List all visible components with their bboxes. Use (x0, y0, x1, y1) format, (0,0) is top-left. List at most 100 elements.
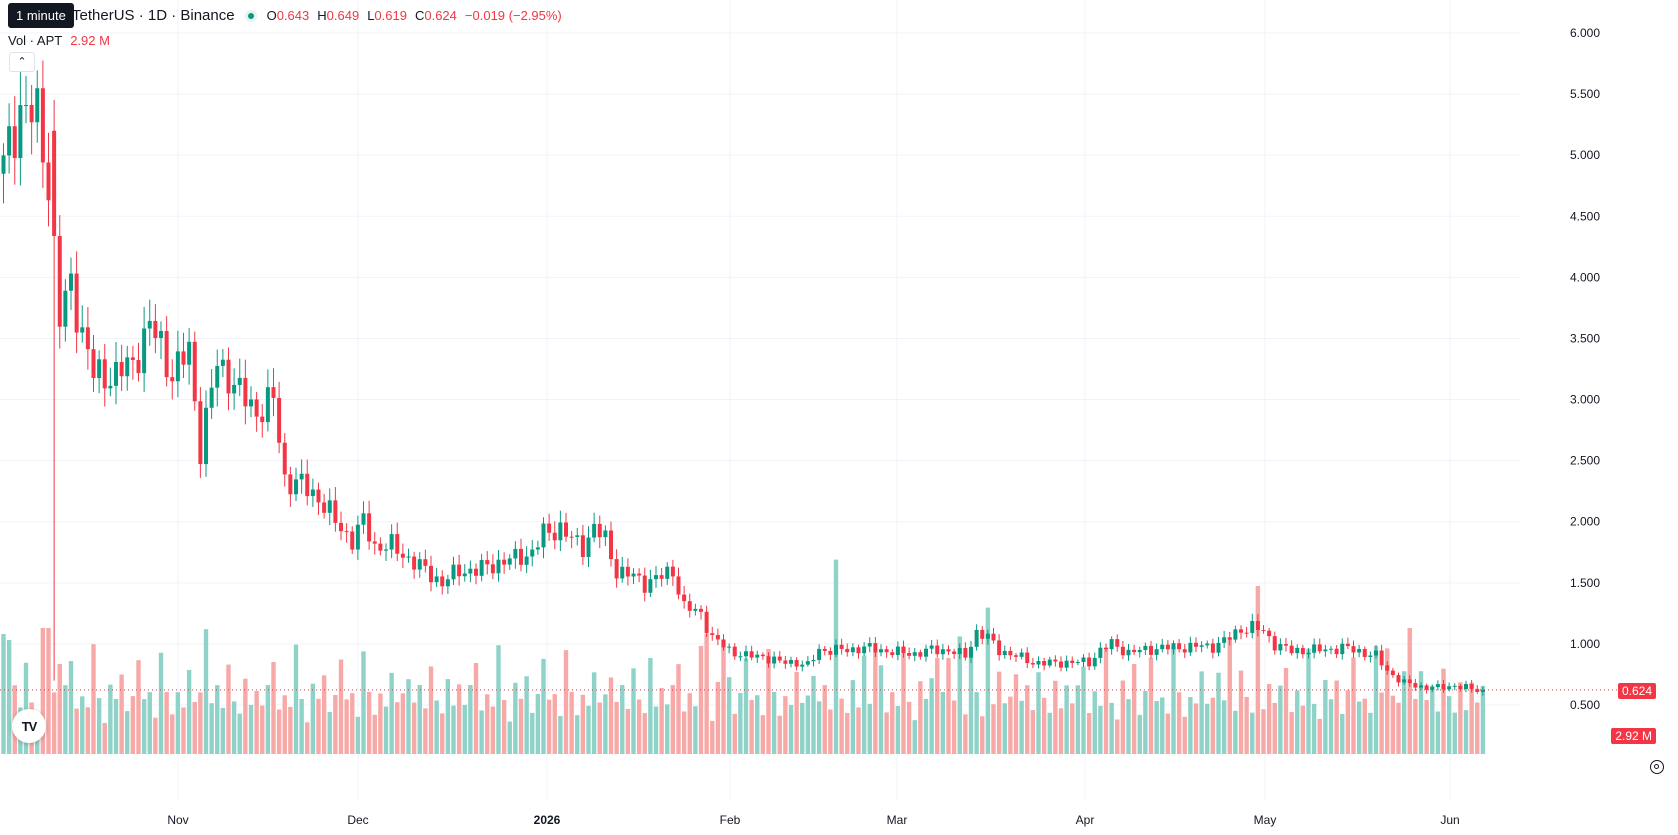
candle-body (445, 579, 450, 587)
candle-body (57, 236, 62, 327)
open-value: O0.643 (266, 8, 310, 23)
candle-body (147, 320, 152, 329)
candle-body (1053, 659, 1058, 662)
candle-body (192, 341, 197, 402)
candle-body (637, 573, 642, 576)
volume-bar (603, 694, 608, 754)
volume-bar (1475, 702, 1480, 754)
candle-body (136, 359, 141, 374)
candle-body (367, 513, 372, 542)
volume-legend[interactable]: Vol · APT 2.92 M (8, 33, 110, 48)
candle-body (727, 646, 732, 648)
candle-body (1036, 661, 1041, 665)
volume-bar (631, 668, 636, 754)
volume-bar (170, 714, 175, 754)
volume-bar (383, 706, 389, 754)
candle-body (862, 646, 867, 654)
volume-bar (473, 663, 479, 754)
symbol-title[interactable]: TetherUS · 1D · Binance (72, 7, 235, 24)
volume-bar (1008, 696, 1013, 754)
candle-body (569, 536, 574, 538)
volume-bar (203, 629, 209, 754)
candle-body (575, 535, 580, 537)
candle-body (142, 328, 147, 374)
volume-bar (1368, 712, 1373, 754)
volume-bar (963, 714, 968, 754)
candle-body (1188, 642, 1193, 653)
volume-bar (1148, 657, 1154, 754)
volume-bar (485, 694, 490, 754)
candle-body (204, 407, 208, 465)
candle-body (777, 656, 782, 661)
volume-bar (1458, 682, 1463, 754)
candle-body (232, 384, 237, 394)
candle-body (91, 349, 96, 379)
time-tick-label: Nov (167, 813, 188, 827)
volume-bar (46, 628, 51, 754)
volume-bar (1323, 679, 1328, 754)
candle-body (1042, 661, 1047, 666)
volume-bar (1244, 696, 1249, 754)
volume-bar (569, 691, 574, 754)
candle-body (69, 273, 73, 291)
volume-bar (895, 706, 901, 754)
volume-bar (1351, 657, 1356, 754)
candle-body (119, 361, 124, 377)
volume-bar (1385, 648, 1390, 754)
volume-bar (378, 693, 383, 754)
volume-bar (400, 693, 406, 754)
volume-bar (102, 723, 107, 754)
volume-bar (524, 676, 529, 754)
volume-bar (248, 704, 254, 754)
candle-body (1239, 629, 1243, 633)
candle-body (1272, 636, 1277, 651)
candle-body (153, 320, 158, 339)
volume-bar (1424, 699, 1429, 754)
candle-body (1396, 675, 1401, 683)
candle-body (1233, 629, 1238, 640)
volume-bar (1131, 664, 1137, 754)
candle-body (159, 331, 163, 339)
volume-bar (1120, 680, 1126, 754)
candle-body (507, 558, 512, 565)
volume-bar (1480, 685, 1486, 754)
volume-bar (1137, 714, 1142, 754)
candle-body (1306, 652, 1311, 655)
price-tick-label: 2.000 (1570, 515, 1600, 529)
candle-body (344, 531, 349, 533)
candle-body (850, 647, 855, 653)
candle-body (52, 130, 57, 237)
candle-body (1284, 644, 1288, 646)
volume-bar (1379, 692, 1384, 754)
volume-bar (1311, 703, 1317, 754)
volume-bar (23, 662, 29, 754)
volume-bar (783, 696, 788, 754)
symbol-legend[interactable]: TetherUS · 1D · Binance O0.643 H0.649 L0… (8, 7, 562, 24)
volume-bar (996, 671, 1002, 754)
candle-body (12, 126, 17, 159)
collapse-legend-button[interactable]: ⌃ (9, 52, 35, 72)
candle-body (187, 341, 192, 365)
candle-body (513, 548, 518, 559)
volume-bar (1070, 703, 1075, 754)
chevron-up-icon: ⌃ (17, 56, 27, 68)
market-status-icon[interactable] (244, 9, 257, 22)
candle-body (237, 377, 242, 385)
candle-body (1340, 643, 1345, 655)
volume-bar (743, 658, 749, 754)
volume-bar (1446, 696, 1452, 754)
volume-bar (344, 699, 349, 754)
volume-bar (1, 634, 6, 754)
volume-bar (68, 661, 74, 754)
candle-body (1025, 652, 1030, 664)
candle-body (1345, 643, 1350, 647)
volume-bar (361, 651, 366, 754)
volume-bar (1160, 697, 1165, 754)
volume-bar (1300, 705, 1306, 754)
settings-gear-icon[interactable] (1650, 760, 1664, 774)
tradingview-logo-icon[interactable]: TV (12, 709, 46, 743)
volume-bar (721, 640, 726, 754)
candle-body (1216, 642, 1221, 653)
candle-body (558, 522, 563, 541)
